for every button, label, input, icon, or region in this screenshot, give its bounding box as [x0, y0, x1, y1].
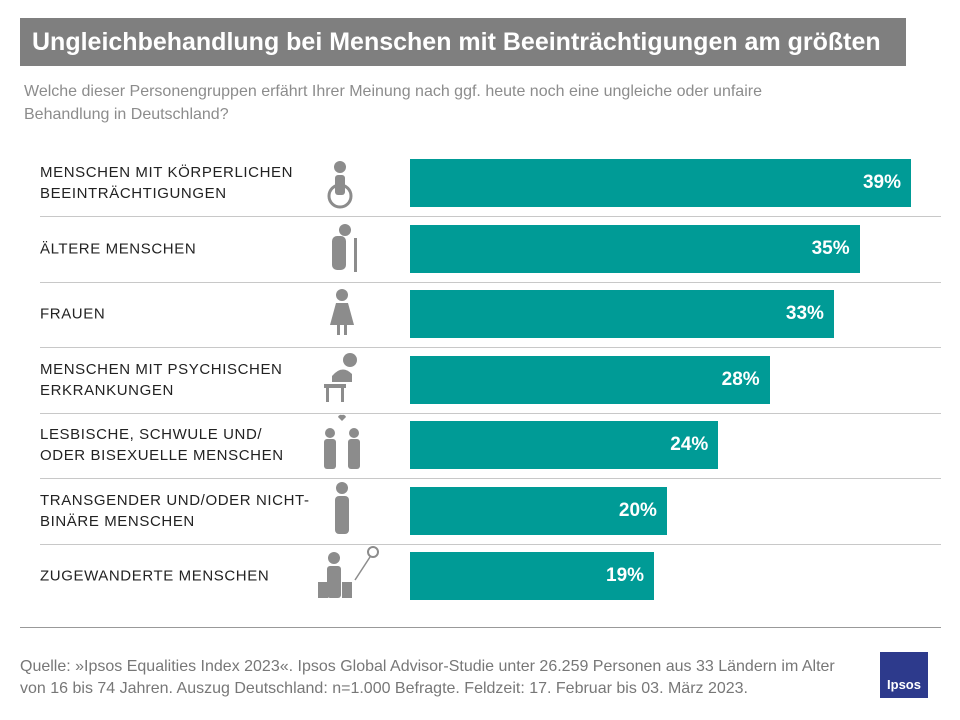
- icons: [318, 161, 379, 598]
- row-separator: [40, 347, 941, 348]
- icon: [327, 161, 353, 209]
- chart-title: Ungleichbehandlung bei Menschen mit Beei…: [20, 18, 906, 66]
- value-label: 33%: [785, 303, 824, 324]
- value-label: 39%: [862, 172, 901, 193]
- icon: [332, 224, 357, 272]
- category-label: MENSCHEN MIT KÖRPERLICHEN BEEINTRÄCHTIGU…: [40, 164, 294, 202]
- value-label: 24%: [670, 434, 709, 455]
- row-separator: [40, 543, 941, 545]
- category-label: MENSCHEN MIT PSYCHISCHEN ERKRANKUNGEN: [40, 360, 283, 399]
- row-separator: [40, 216, 941, 217]
- bar: [410, 486, 667, 535]
- bar: [410, 224, 860, 273]
- category-label: FRAUEN: [40, 305, 106, 323]
- source-note: Quelle: »Ipsos Equalities Index 2023«. I…: [20, 658, 835, 697]
- value-label: 19%: [606, 565, 645, 586]
- footer-rule: [20, 627, 941, 628]
- row-separator: [40, 412, 941, 414]
- row-separator: [40, 281, 941, 283]
- logo: Ipsos: [880, 652, 928, 698]
- icon: [335, 482, 349, 534]
- bar: [410, 159, 911, 207]
- icon: [324, 414, 360, 469]
- bar: [410, 552, 655, 600]
- icon: [330, 289, 354, 335]
- icon: [324, 353, 357, 402]
- row-separator: [40, 478, 941, 479]
- icon: [318, 546, 379, 598]
- value-label: 35%: [811, 237, 850, 259]
- bar: [410, 355, 770, 404]
- category-label: ÄLTERE MENSCHEN: [40, 240, 197, 257]
- bar: [410, 421, 719, 469]
- value-label: 28%: [721, 368, 760, 390]
- category-label: TRANSGENDER UND/ODER NICHT-BINÄRE MENSCH…: [40, 491, 310, 530]
- category-label: ZUGEWANDERTE MENSCHEN: [40, 567, 270, 585]
- bar: [410, 290, 834, 338]
- category-label: LESBISCHE, SCHWULE UND/ ODER BISEXUELLE …: [40, 426, 284, 464]
- chart-subtitle: Welche dieser Personengruppen erfährt Ih…: [24, 83, 762, 123]
- value-label: 20%: [618, 499, 657, 521]
